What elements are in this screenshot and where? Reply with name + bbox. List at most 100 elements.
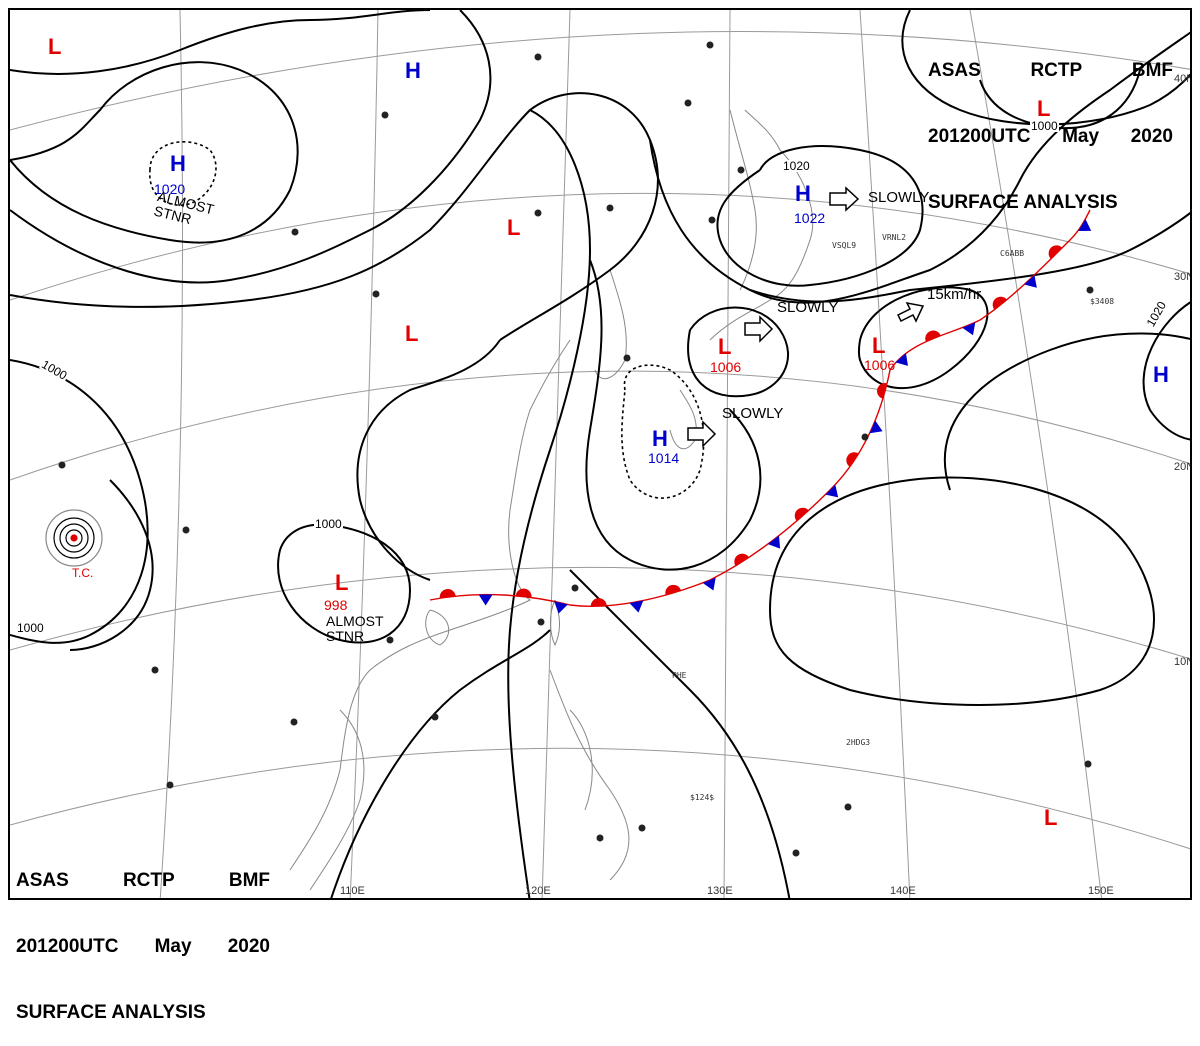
- isobar-nw-band-b: [10, 92, 659, 341]
- dotted-isobars: [149, 141, 705, 499]
- station-label: C6ABB: [1000, 249, 1025, 258]
- meridian-120e: [541, 10, 571, 898]
- header-station: RCTP: [1030, 60, 1083, 81]
- parallel-20n: [10, 370, 1190, 481]
- low-center-symbol: L: [507, 215, 521, 240]
- motion-arrow-icon: [896, 301, 925, 323]
- cold-front-mark: [895, 353, 909, 366]
- weather-map: H 1020 H H 1022 H 1014 H L L L L L 1006 …: [8, 8, 1192, 900]
- low-pressure-value: 1006: [710, 359, 742, 375]
- station-markers: [58, 41, 1094, 857]
- warm-front-mark: [734, 553, 750, 566]
- motion-arrows: [687, 186, 925, 448]
- header-title: SURFACE ANALYSIS: [16, 1002, 206, 1023]
- motion-arrow-icon: [687, 420, 717, 448]
- header-year: 2020: [1130, 126, 1173, 147]
- header-agency: ASAS: [928, 60, 981, 81]
- header-source: BMF: [228, 870, 270, 891]
- map-canvas: [10, 10, 1190, 898]
- latitude-label: 10N: [1174, 656, 1190, 668]
- isobar-south-big: [749, 211, 1190, 303]
- low-pressure-value: 998: [324, 597, 348, 613]
- station-label: $124$: [690, 793, 715, 802]
- header-source: BMF: [1131, 60, 1173, 81]
- longitude-label: 150E: [1088, 885, 1114, 897]
- cold-front-mark: [1078, 219, 1092, 232]
- map-header-bottom-left: ASAS RCTP BMF 201200UTC May 2020 SURFACE ANA…: [16, 826, 270, 1046]
- latitude-label: 30N: [1174, 271, 1190, 283]
- isobar-southern-east: [569, 569, 791, 898]
- cold-front-mark: [962, 322, 976, 336]
- station-label: 2HDG3: [846, 738, 871, 747]
- motion-arrow-icon: [829, 186, 860, 212]
- header-title: SURFACE ANALYSIS: [928, 192, 1118, 213]
- meridian-110e: [349, 10, 379, 898]
- warm-front-mark: [925, 330, 941, 342]
- station-label: $3408: [1090, 297, 1115, 306]
- isobar-japan-band: [649, 31, 1190, 304]
- low-center-symbol: L: [872, 333, 886, 358]
- longitude-label: 130E: [707, 885, 733, 897]
- station-label: PHE: [672, 671, 687, 680]
- latitude-label: 40N: [1174, 73, 1190, 85]
- cold-front-mark: [825, 484, 839, 498]
- high-pressure-value: 1022: [794, 210, 826, 226]
- tropical-cyclone-label: T.C.: [72, 566, 94, 580]
- coastlines: [289, 109, 814, 891]
- cold-front-mark: [869, 420, 883, 434]
- header-month: May: [154, 936, 192, 957]
- low-center-symbol: L: [1037, 96, 1051, 121]
- isobar-se-loop: [769, 476, 1155, 706]
- parallel-0n: [10, 747, 1190, 850]
- high-center-symbol: H: [405, 58, 421, 83]
- header-time: 201200UTC: [928, 126, 1031, 147]
- low-pressure-value: 1006: [864, 357, 896, 373]
- meridian-150e: [969, 10, 1103, 898]
- isobar-label: 1000: [16, 621, 45, 635]
- coast-sakhalin: [729, 109, 757, 291]
- isobar-label: 1020: [782, 159, 811, 173]
- tropical-cyclone-symbol: [45, 509, 103, 567]
- longitude-label: 140E: [890, 885, 916, 897]
- high-pressure-value: 1020: [154, 181, 186, 197]
- map-header-top-right: ASAS RCTP BMF 201200UTC May 2020 SURFACE ANA…: [928, 16, 1173, 236]
- station-label: VSQL9: [832, 241, 857, 250]
- low-center-symbol: L: [1044, 805, 1058, 830]
- warm-front-mark: [665, 584, 682, 596]
- parallel-40n: [10, 31, 1190, 131]
- motion-label: SLOWLY: [868, 189, 930, 206]
- isobar-nw-band-a: [10, 10, 492, 284]
- warm-front-mark: [846, 452, 859, 467]
- isobar-1006-low: [687, 306, 790, 398]
- warm-front-mark: [877, 383, 888, 399]
- header-year: 2020: [227, 936, 270, 957]
- isobar-ne-1000: [979, 69, 1141, 130]
- cold-front-mark: [767, 535, 781, 549]
- meridian-140e: [859, 10, 911, 898]
- warm-front-mark: [590, 598, 607, 607]
- cold-front-mark: [478, 594, 493, 606]
- motion-label: SLOWLY: [722, 405, 784, 422]
- isobar-ne-outer: [901, 10, 1190, 126]
- isobars: [10, 10, 1190, 898]
- isobar-south-trough: [585, 259, 762, 571]
- graticule: [10, 10, 1190, 898]
- dotted-1014-high: [621, 364, 705, 499]
- coast-philippines: [549, 669, 630, 881]
- header-station: RCTP: [122, 870, 175, 891]
- coast-indochina: [309, 709, 365, 891]
- coast-taiwan: [550, 599, 560, 647]
- longitude-label: 110E: [340, 885, 365, 897]
- cold-front-mark: [629, 600, 644, 613]
- header-agency: ASAS: [16, 870, 69, 891]
- header-time: 201200UTC: [16, 936, 119, 957]
- coast-hainan: [425, 609, 450, 646]
- parallel-30n: [10, 192, 1190, 301]
- isobar-ring-top: [10, 10, 431, 75]
- isobar-central-trough: [507, 109, 592, 898]
- cold-front-mark: [1024, 274, 1037, 288]
- isobar-nw-high-outer: [10, 61, 299, 244]
- high-center-symbol: H: [795, 181, 811, 206]
- isobar-pacific-high: [1142, 301, 1190, 441]
- isobar-west-long: [330, 629, 551, 898]
